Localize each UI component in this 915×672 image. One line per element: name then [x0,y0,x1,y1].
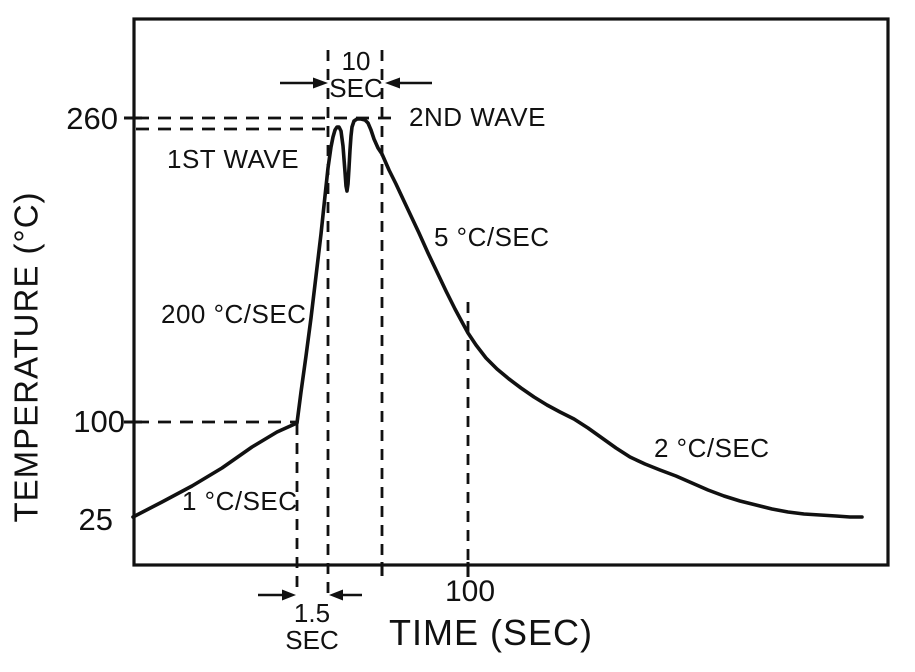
xtick-label-100: 100 [444,575,496,608]
ytick-label-260: 260 [66,101,118,136]
arrowhead-right-icon [282,589,296,601]
dwell-10sec-label: 10 SEC [329,46,383,104]
ytick-label-25: 25 [78,502,113,537]
contact-1p5sec-label: 1.5 SEC [285,598,339,656]
temperature-profile-curve [131,117,864,519]
x-axis-title: TIME (SEC) [389,612,593,653]
dwell-value: 10 [341,46,371,76]
arrowhead-right-icon [313,77,328,89]
ytick-label-100: 100 [73,404,125,439]
contact-value: 1.5 [293,598,331,628]
plot-border [132,17,890,567]
rate-200-label: 200 °C/SEC [161,299,307,329]
arrowhead-left-icon [329,589,343,601]
y-axis-title: TEMPERATURE (°C) [7,191,45,523]
rate-2-label: 2 °C/SEC [654,433,770,463]
rate-5-label: 5 °C/SEC [434,222,550,252]
rate-1-label: 1 °C/SEC [182,486,298,516]
arrowhead-left-icon [385,77,400,89]
contact-unit: SEC [285,625,339,656]
dwell-unit: SEC [329,73,383,104]
second-wave-label: 2ND WAVE [409,102,546,132]
first-wave-label: 1ST WAVE [167,144,300,174]
